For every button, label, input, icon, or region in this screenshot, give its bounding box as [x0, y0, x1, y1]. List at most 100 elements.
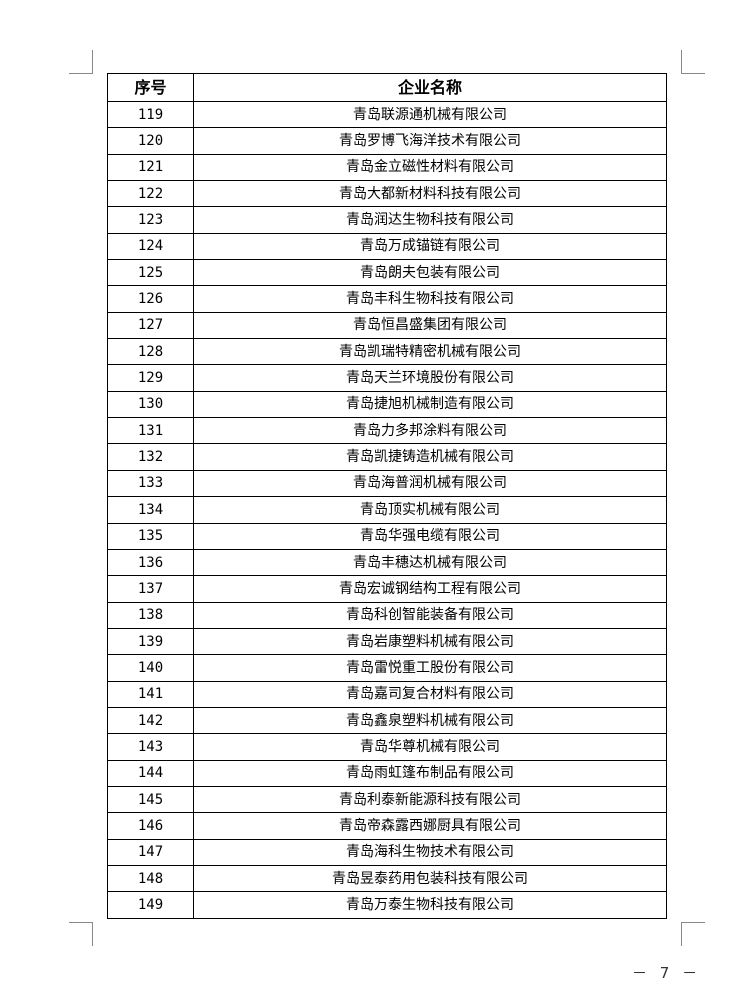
table-row: 139 青岛岩康塑料机械有限公司: [107, 627, 667, 656]
crop-mark-top-right-h: [681, 73, 705, 74]
serial-number-cell: 142: [107, 706, 194, 735]
crop-mark-bottom-right-h: [681, 922, 705, 923]
table-row: 142 青岛鑫泉塑料机械有限公司: [107, 706, 667, 735]
serial-number-cell: 124: [107, 232, 194, 261]
table-row: 121 青岛金立磁性材料有限公司: [107, 153, 667, 182]
company-name-cell: 青岛联源通机械有限公司: [193, 100, 667, 129]
table-row: 130 青岛捷旭机械制造有限公司: [107, 390, 667, 419]
table-row: 146 青岛帝森露西娜厨具有限公司: [107, 812, 667, 840]
table-row: 136 青岛丰穗达机械有限公司: [107, 548, 667, 577]
company-name-cell: 青岛岩康塑料机械有限公司: [193, 627, 667, 656]
company-name-cell: 青岛顶实机械有限公司: [193, 496, 667, 524]
serial-number-cell: 131: [107, 417, 194, 445]
serial-number-cell: 119: [107, 100, 194, 129]
table-row: 144 青岛雨虹篷布制品有限公司: [107, 759, 667, 787]
table-row: 119 青岛联源通机械有限公司: [107, 100, 667, 129]
company-name-cell: 青岛雷悦重工股份有限公司: [193, 654, 667, 682]
company-name-cell: 青岛万成锚链有限公司: [193, 232, 667, 261]
page-number: － 7 －: [632, 964, 702, 982]
serial-number-cell: 130: [107, 390, 194, 419]
company-name-cell: 青岛凯捷铸造机械有限公司: [193, 443, 667, 471]
table-row: 129 青岛天兰环境股份有限公司: [107, 364, 667, 392]
table-row: 137 青岛宏诚钢结构工程有限公司: [107, 575, 667, 603]
table-row: 149 青岛万泰生物科技有限公司: [107, 891, 667, 919]
serial-number-cell: 132: [107, 443, 194, 471]
company-name-cell: 青岛华强电缆有限公司: [193, 522, 667, 550]
company-name-cell: 青岛鑫泉塑料机械有限公司: [193, 706, 667, 735]
table-body: 119 青岛联源通机械有限公司 120 青岛罗博飞海洋技术有限公司 121 青岛金立磁性材…: [107, 100, 667, 919]
company-name-cell: 青岛雨虹篷布制品有限公司: [193, 759, 667, 787]
serial-number-cell: 147: [107, 838, 194, 866]
company-name-cell: 青岛宏诚钢结构工程有限公司: [193, 575, 667, 603]
table-row: 132 青岛凯捷铸造机械有限公司: [107, 443, 667, 471]
serial-number-cell: 139: [107, 627, 194, 656]
serial-number-cell: 144: [107, 759, 194, 787]
company-name-cell: 青岛嘉司复合材料有限公司: [193, 680, 667, 708]
table-row: 135 青岛华强电缆有限公司: [107, 522, 667, 550]
serial-number-cell: 121: [107, 153, 194, 182]
company-table: 序号 企业名称 119 青岛联源通机械有限公司 120 青岛罗博飞海洋技术有限公司 12…: [107, 73, 667, 919]
serial-number-cell: 143: [107, 733, 194, 761]
serial-number-cell: 125: [107, 259, 194, 287]
serial-number-cell: 128: [107, 338, 194, 366]
company-name-cell: 青岛海普润机械有限公司: [193, 469, 667, 498]
table-row: 127 青岛恒昌盛集团有限公司: [107, 311, 667, 340]
serial-number-cell: 141: [107, 680, 194, 708]
serial-number-cell: 126: [107, 285, 194, 313]
serial-number-cell: 133: [107, 469, 194, 498]
header-company-name: 企业名称: [193, 73, 667, 102]
crop-mark-top-left-v: [92, 50, 93, 74]
serial-number-cell: 127: [107, 311, 194, 340]
serial-number-cell: 129: [107, 364, 194, 392]
serial-number-cell: 145: [107, 785, 194, 814]
table-header-row: 序号 企业名称: [107, 73, 667, 102]
company-name-cell: 青岛丰科生物科技有限公司: [193, 285, 667, 313]
table-row: 148 青岛昱泰药用包装科技有限公司: [107, 864, 667, 893]
company-name-cell: 青岛昱泰药用包装科技有限公司: [193, 864, 667, 893]
company-name-cell: 青岛华尊机械有限公司: [193, 733, 667, 761]
serial-number-cell: 135: [107, 522, 194, 550]
crop-mark-top-left-h: [69, 73, 93, 74]
table-row: 124 青岛万成锚链有限公司: [107, 232, 667, 261]
serial-number-cell: 148: [107, 864, 194, 893]
serial-number-cell: 122: [107, 180, 194, 208]
company-name-cell: 青岛天兰环境股份有限公司: [193, 364, 667, 392]
company-name-cell: 青岛帝森露西娜厨具有限公司: [193, 812, 667, 840]
crop-mark-bottom-left-v: [92, 922, 93, 946]
table-row: 141 青岛嘉司复合材料有限公司: [107, 680, 667, 708]
company-name-cell: 青岛力多邦涂料有限公司: [193, 417, 667, 445]
table-row: 125 青岛朗夫包装有限公司: [107, 259, 667, 287]
table-row: 147 青岛海科生物技术有限公司: [107, 838, 667, 866]
company-name-cell: 青岛科创智能装备有限公司: [193, 601, 667, 629]
serial-number-cell: 136: [107, 548, 194, 577]
table-row: 120 青岛罗博飞海洋技术有限公司: [107, 127, 667, 155]
serial-number-cell: 138: [107, 601, 194, 629]
table-row: 145 青岛利泰新能源科技有限公司: [107, 785, 667, 814]
crop-mark-top-right-v: [681, 50, 682, 74]
table-row: 134 青岛顶实机械有限公司: [107, 496, 667, 524]
company-name-cell: 青岛恒昌盛集团有限公司: [193, 311, 667, 340]
serial-number-cell: 134: [107, 496, 194, 524]
company-name-cell: 青岛大都新材料科技有限公司: [193, 180, 667, 208]
table-row: 123 青岛润达生物科技有限公司: [107, 206, 667, 234]
company-name-cell: 青岛润达生物科技有限公司: [193, 206, 667, 234]
serial-number-cell: 120: [107, 127, 194, 155]
table-row: 126 青岛丰科生物科技有限公司: [107, 285, 667, 313]
table-row: 140 青岛雷悦重工股份有限公司: [107, 654, 667, 682]
serial-number-cell: 149: [107, 891, 194, 919]
company-name-cell: 青岛海科生物技术有限公司: [193, 838, 667, 866]
serial-number-cell: 137: [107, 575, 194, 603]
table-row: 128 青岛凯瑞特精密机械有限公司: [107, 338, 667, 366]
table-row: 122 青岛大都新材料科技有限公司: [107, 180, 667, 208]
table-row: 138 青岛科创智能装备有限公司: [107, 601, 667, 629]
serial-number-cell: 140: [107, 654, 194, 682]
company-name-cell: 青岛凯瑞特精密机械有限公司: [193, 338, 667, 366]
table-row: 143 青岛华尊机械有限公司: [107, 733, 667, 761]
company-name-cell: 青岛朗夫包装有限公司: [193, 259, 667, 287]
company-name-cell: 青岛利泰新能源科技有限公司: [193, 785, 667, 814]
crop-mark-bottom-left-h: [69, 922, 93, 923]
company-name-cell: 青岛捷旭机械制造有限公司: [193, 390, 667, 419]
company-name-cell: 青岛丰穗达机械有限公司: [193, 548, 667, 577]
serial-number-cell: 146: [107, 812, 194, 840]
company-name-cell: 青岛金立磁性材料有限公司: [193, 153, 667, 182]
